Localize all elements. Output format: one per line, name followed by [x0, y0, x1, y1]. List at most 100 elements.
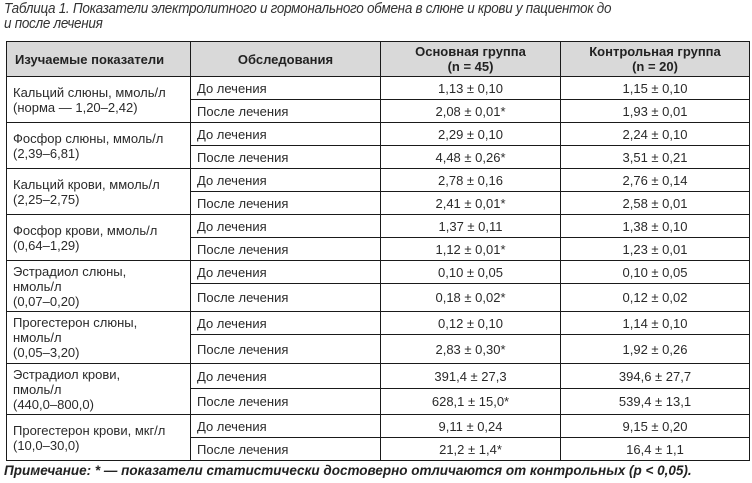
indicator-name-line: Кальций слюны, ммоль/л — [13, 84, 166, 100]
table-footnote: Примечание: * — показатели статистически… — [4, 463, 692, 478]
control-group-value: 1,14 ± 0,10 — [560, 311, 750, 335]
indicator-name-line: нмоль/л — [13, 278, 62, 294]
indicator-name-line: Прогестерон крови, мкг/л — [13, 422, 166, 438]
data-table: Изучаемые показатели Обследования Основн… — [6, 41, 750, 461]
indicator-name-line: Фосфор крови, ммоль/л — [13, 222, 158, 238]
indicator-name: Прогестерон слюны, нмоль/л (0,05–3,20) — [6, 311, 191, 364]
exam-cell: До лечения — [190, 311, 381, 335]
exam-cell: После лечения — [190, 237, 381, 261]
main-group-value: 1,12 ± 0,01* — [380, 237, 561, 261]
header-main-group: Основная группа (n = 45) — [380, 41, 561, 77]
main-group-value: 628,1 ± 15,0* — [380, 388, 561, 415]
caption-text: . Показатели электролитного и гормональн… — [65, 1, 612, 17]
control-group-value: 1,38 ± 0,10 — [560, 214, 750, 238]
table-row: Кальций крови, ммоль/л (2,25–2,75) До лече… — [6, 168, 750, 215]
table-row: После лечения 0,18 ± 0,02* 0,12 ± 0,02 — [7, 283, 750, 312]
indicator-name-line: (10,0–30,0) — [13, 437, 80, 453]
exam-cell: До лечения — [190, 76, 381, 100]
control-group-value: 539,4 ± 13,1 — [560, 388, 750, 415]
control-group-value: 9,15 ± 0,20 — [560, 414, 750, 438]
control-group-value: 0,10 ± 0,05 — [560, 260, 750, 284]
exam-cell: До лечения — [190, 260, 381, 284]
indicator-name: Кальций слюны, ммоль/л (норма — 1,20–2,42… — [6, 76, 191, 123]
table-row: Фосфор крови, ммоль/л (0,64–1,29) До лечен… — [6, 214, 750, 261]
exam-cell: До лечения — [190, 214, 381, 238]
table-row: Фосфор слюны, ммоль/л (2,39–6,81) До лечен… — [6, 122, 750, 169]
control-group-value: 2,76 ± 0,14 — [560, 168, 750, 192]
table-row: Эстрадиол крови, пмоль/л (440,0–800,0) До л… — [6, 363, 750, 415]
exam-cell: После лечения — [190, 145, 381, 169]
exam-cell: До лечения — [190, 363, 381, 389]
table-row: После лечения 2,41 ± 0,01* 2,58 ± 0,01 — [7, 191, 750, 215]
control-group-value: 2,58 ± 0,01 — [560, 191, 750, 215]
control-group-value: 3,51 ± 0,21 — [560, 145, 750, 169]
exam-cell: После лечения — [190, 191, 381, 215]
exam-cell: До лечения — [190, 414, 381, 438]
control-group-value: 1,15 ± 0,10 — [560, 76, 750, 100]
caption-label: Таблица 1 — [4, 1, 66, 17]
indicator-name-line: Эстрадиол крови, — [13, 366, 121, 382]
header-main-group-label: Основная группа — [415, 44, 526, 59]
main-group-value: 2,08 ± 0,01* — [380, 99, 561, 123]
table-row: После лечения 21,2 ± 1,4* 16,4 ± 1,1 — [7, 437, 750, 461]
exam-cell: После лечения — [190, 283, 381, 312]
table-caption: Таблица 1. Показатели электролитного и г… — [4, 2, 692, 32]
indicator-name-line: нмоль/л — [13, 330, 62, 345]
header-exam: Обследования — [190, 41, 381, 77]
indicator-name: Прогестерон крови, мкг/л (10,0–30,0) — [6, 414, 191, 461]
exam-cell: После лечения — [190, 437, 381, 461]
main-group-value: 0,18 ± 0,02* — [380, 283, 561, 312]
indicator-name-line: Кальций крови, ммоль/л — [13, 176, 160, 192]
table-row: После лечения 2,83 ± 0,30* 1,92 ± 0,26 — [7, 334, 750, 364]
control-group-value: 1,93 ± 0,01 — [560, 99, 750, 123]
header-main-group-n: (n = 45) — [447, 59, 494, 74]
main-group-value: 4,48 ± 0,26* — [380, 145, 561, 169]
control-group-value: 1,23 ± 0,01 — [560, 237, 750, 261]
indicator-name-line: (440,0–800,0) — [13, 396, 94, 412]
indicator-name: Эстрадиол крови, пмоль/л (440,0–800,0) — [6, 363, 191, 415]
main-group-value: 21,2 ± 1,4* — [380, 437, 561, 461]
indicator-name: Эстрадиол слюны, нмоль/л (0,07–0,20) — [6, 260, 191, 312]
exam-cell: До лечения — [190, 122, 381, 146]
table-row: Кальций слюны, ммоль/л (норма — 1,20–2,42… — [6, 76, 750, 123]
exam-cell: До лечения — [190, 168, 381, 192]
control-group-value: 16,4 ± 1,1 — [560, 437, 750, 461]
main-group-value: 1,37 ± 0,11 — [380, 214, 561, 238]
indicator-name: Фосфор слюны, ммоль/л (2,39–6,81) — [6, 122, 191, 169]
indicator-name-line: (2,25–2,75) — [13, 191, 80, 207]
table-row: После лечения 4,48 ± 0,26* 3,51 ± 0,21 — [7, 145, 750, 169]
table-row: Прогестерон крови, мкг/л (10,0–30,0) До ле… — [6, 414, 750, 461]
main-group-value: 2,78 ± 0,16 — [380, 168, 561, 192]
control-group-value: 2,24 ± 0,10 — [560, 122, 750, 146]
main-group-value: 9,11 ± 0,24 — [380, 414, 561, 438]
indicator-name-line: пмоль/л — [13, 381, 62, 397]
exam-cell: После лечения — [190, 388, 381, 415]
indicator-name-line: (0,64–1,29) — [13, 237, 80, 253]
indicator-name-line: Прогестерон слюны, — [13, 315, 138, 330]
indicator-name-line: (2,39–6,81) — [13, 145, 80, 161]
main-group-value: 391,4 ± 27,3 — [380, 363, 561, 389]
table-row: После лечения 2,08 ± 0,01* 1,93 ± 0,01 — [7, 99, 750, 123]
header-indicator: Изучаемые показатели — [6, 41, 191, 77]
indicator-name-line: Эстрадиол слюны, — [13, 263, 127, 279]
table-row: Эстрадиол слюны, нмоль/л (0,07–0,20) До леч… — [6, 260, 750, 312]
caption-text-line2: и после лечения — [4, 16, 103, 32]
indicator-name-line: Фосфор слюны, ммоль/л — [13, 130, 164, 146]
header-row: Изучаемые показатели Обследования Основн… — [6, 41, 750, 77]
main-group-value: 0,12 ± 0,10 — [380, 311, 561, 335]
control-group-value: 394,6 ± 27,7 — [560, 363, 750, 389]
header-control-group-label: Контрольная группа — [589, 44, 721, 59]
header-control-group: Контрольная группа (n = 20) — [560, 41, 750, 77]
control-group-value: 1,92 ± 0,26 — [560, 334, 750, 364]
indicator-name: Фосфор крови, ммоль/л (0,64–1,29) — [6, 214, 191, 261]
indicator-name-line: (норма — 1,20–2,42) — [13, 99, 138, 115]
table-row: Прогестерон слюны, нмоль/л (0,05–3,20) До л… — [6, 311, 750, 364]
main-group-value: 1,13 ± 0,10 — [380, 76, 561, 100]
main-group-value: 0,10 ± 0,05 — [380, 260, 561, 284]
main-group-value: 2,41 ± 0,01* — [380, 191, 561, 215]
exam-cell: После лечения — [190, 334, 381, 364]
table-row: После лечения 1,12 ± 0,01* 1,23 ± 0,01 — [7, 237, 750, 261]
indicator-name: Кальций крови, ммоль/л (2,25–2,75) — [6, 168, 191, 215]
table-body: Кальций слюны, ммоль/л (норма — 1,20–2,42… — [6, 76, 750, 461]
header-control-group-n: (n = 20) — [632, 59, 678, 74]
